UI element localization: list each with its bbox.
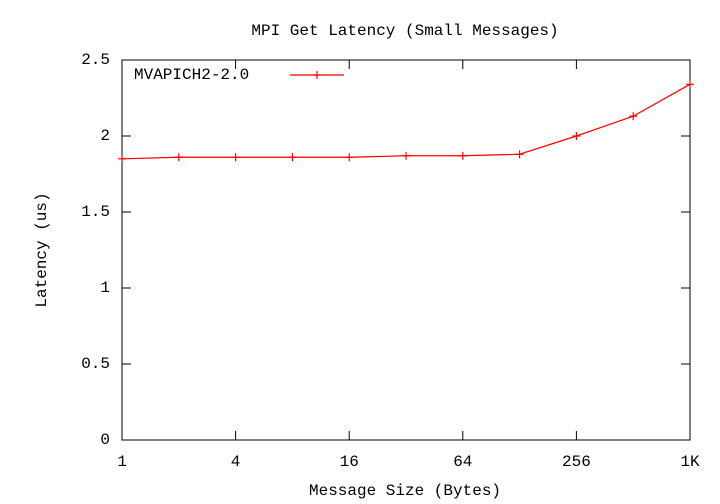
x-tick-label: 1K: [680, 453, 700, 471]
chart-title: MPI Get Latency (Small Messages): [251, 22, 558, 40]
y-tick-label: 2: [100, 127, 110, 145]
plot-frame: [121, 59, 691, 441]
x-tick-label: 16: [340, 453, 359, 471]
point-marker: [572, 132, 581, 140]
point-marker: [402, 151, 410, 160]
point-marker: [458, 151, 467, 160]
y-tick-label: 0.5: [81, 355, 110, 373]
x-tick-label: 256: [562, 453, 591, 471]
point-marker: [288, 153, 297, 162]
x-tick-label: 64: [453, 453, 472, 471]
x-axis-label: Message Size (Bytes): [309, 482, 501, 500]
point-marker: [345, 153, 354, 162]
point-marker: [515, 150, 524, 159]
legend-label: MVAPICH2-2.0: [134, 66, 249, 84]
x-tick-label: 1: [117, 453, 127, 471]
y-tick-label: 1.5: [81, 203, 110, 221]
x-tick-label: 4: [231, 453, 241, 471]
y-tick-label: 2.5: [81, 51, 110, 69]
y-tick-label: 0: [100, 431, 110, 449]
point-marker: [118, 154, 126, 163]
point-marker: [686, 80, 694, 89]
point-marker: [174, 153, 183, 162]
y-axis-label: Latency (us): [33, 192, 51, 307]
point-marker: [629, 112, 638, 121]
legend-marker: [313, 71, 321, 79]
y-tick-label: 1: [100, 279, 110, 297]
series-line: [121, 83, 691, 160]
point-marker: [231, 153, 240, 162]
